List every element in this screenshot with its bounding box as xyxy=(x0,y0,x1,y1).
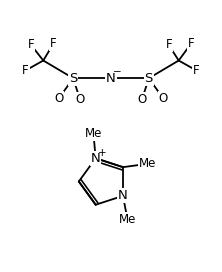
Text: Me: Me xyxy=(139,157,156,170)
Text: N: N xyxy=(106,72,116,85)
Text: O: O xyxy=(54,92,63,105)
Text: F: F xyxy=(50,37,57,50)
Text: F: F xyxy=(28,38,34,51)
Text: Me: Me xyxy=(85,127,102,140)
Text: S: S xyxy=(69,72,77,85)
Text: N: N xyxy=(118,189,128,202)
Text: O: O xyxy=(137,93,147,106)
Text: F: F xyxy=(22,64,29,77)
Text: S: S xyxy=(145,72,153,85)
Text: N: N xyxy=(91,152,101,165)
Text: +: + xyxy=(98,149,107,158)
Text: −: − xyxy=(113,67,122,77)
Text: F: F xyxy=(165,38,172,51)
Text: Me: Me xyxy=(119,213,136,226)
Text: O: O xyxy=(75,93,85,106)
Text: F: F xyxy=(188,37,194,50)
Text: O: O xyxy=(159,92,168,105)
Text: F: F xyxy=(193,64,200,77)
